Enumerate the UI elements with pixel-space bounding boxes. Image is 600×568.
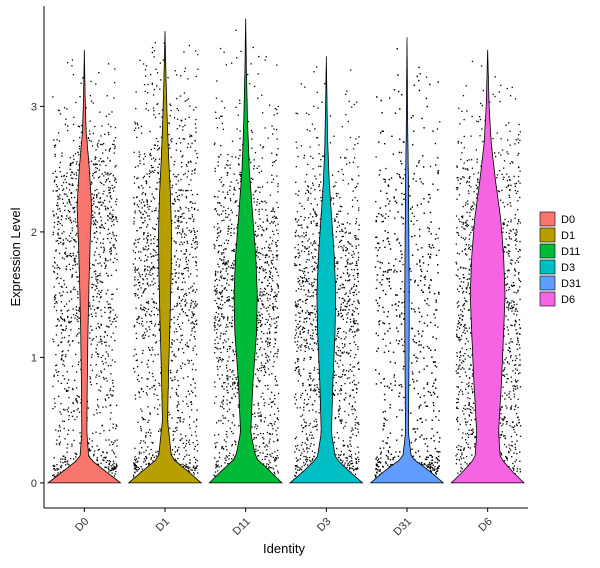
legend-swatch-d11 — [539, 243, 556, 259]
violin-d31 — [369, 37, 445, 484]
legend-label-d0: D0 — [561, 214, 575, 226]
violin-d3 — [288, 56, 364, 484]
legend-label-d11: D11 — [561, 246, 580, 258]
violin-d1 — [127, 31, 203, 484]
violins — [46, 18, 525, 484]
violin-d0 — [46, 49, 122, 484]
y-tick-label: 1 — [31, 352, 37, 364]
legend: D0 D1 D11 D3 D31 D6 — [539, 211, 581, 307]
violin-d6 — [450, 49, 525, 484]
y-tick-label: 2 — [31, 227, 37, 239]
x-ticks: D0 D1 D11 D3 D31 D6 — [73, 508, 495, 538]
legend-swatch-d1 — [539, 227, 556, 243]
x-tick-label-d0: D0 — [73, 516, 91, 534]
legend-label-d1: D1 — [561, 230, 575, 242]
y-tick-label: 0 — [31, 478, 37, 490]
x-tick-label-d31: D31 — [391, 516, 414, 539]
legend-swatch-d3 — [539, 259, 556, 275]
x-tick-label-d3: D3 — [315, 516, 333, 534]
jitter-points — [52, 29, 522, 478]
legend-label-d3: D3 — [561, 262, 575, 274]
x-tick-label-d6: D6 — [476, 516, 494, 534]
y-ticks: 0 1 2 3 — [31, 101, 44, 490]
legend-swatch-d31 — [539, 275, 556, 291]
x-tick-label-d11: D11 — [231, 516, 253, 538]
y-axis-title: Expression Level — [8, 207, 23, 306]
axes — [43, 6, 528, 509]
x-tick-label-d1: D1 — [154, 516, 172, 534]
x-axis-title: Identity — [263, 541, 305, 556]
y-tick-label: 3 — [31, 101, 37, 113]
legend-label-d6: D6 — [561, 294, 575, 306]
violin-d11 — [208, 18, 283, 484]
legend-swatch-d0 — [539, 211, 556, 227]
legend-swatch-d6 — [539, 291, 556, 307]
legend-label-d31: D31 — [561, 278, 581, 290]
